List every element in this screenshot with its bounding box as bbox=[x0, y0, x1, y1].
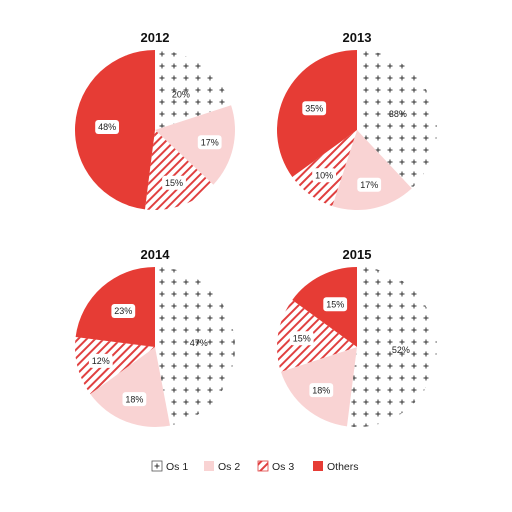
slice-label-text: 17% bbox=[360, 180, 378, 190]
slice-label-text: 52% bbox=[392, 345, 410, 355]
slice-label: 15% bbox=[289, 331, 314, 346]
label-background bbox=[357, 177, 382, 192]
slice-os2 bbox=[332, 130, 412, 210]
slice-os3 bbox=[292, 130, 357, 207]
slice-label: 23% bbox=[111, 304, 136, 318]
pie-2013: 2013 38% 17% 10% 35% bbox=[277, 30, 437, 210]
slice-label-text: 10% bbox=[315, 171, 333, 181]
slice-label-text: 18% bbox=[125, 394, 143, 404]
pies-layer: 2012 20% 17% 15% 48% 2013 38% 17% 10% 35% 2014 47% 1… bbox=[74, 30, 437, 427]
legend-swatch bbox=[257, 460, 269, 472]
slice-os3 bbox=[144, 130, 214, 211]
slice-label: 18% bbox=[122, 392, 147, 407]
slice-label: 48% bbox=[95, 120, 119, 134]
legend-swatch bbox=[204, 461, 214, 471]
legend-label: Others bbox=[327, 461, 359, 473]
slice-label-text: 15% bbox=[326, 299, 344, 309]
slice-label: 15% bbox=[162, 175, 186, 190]
pie-title: 2013 bbox=[343, 30, 372, 45]
slice-os1 bbox=[346, 267, 437, 427]
label-background bbox=[162, 175, 186, 190]
label-background bbox=[95, 120, 119, 134]
label-background bbox=[323, 297, 348, 312]
slice-os1 bbox=[155, 50, 232, 130]
slice-os2 bbox=[90, 347, 170, 427]
slice-label-text: 48% bbox=[98, 122, 116, 132]
legend-label: Os 3 bbox=[272, 461, 294, 473]
slice-label-text: 17% bbox=[201, 137, 219, 147]
slice-label: 18% bbox=[309, 383, 334, 398]
pie-2014: 2014 47% 18% 12% 23% bbox=[74, 247, 235, 427]
slice-label-text: 15% bbox=[165, 178, 183, 188]
slice-label: 17% bbox=[357, 177, 382, 192]
legend: Os 1 Os 2 Os 3 Others bbox=[151, 460, 359, 473]
pie-2012: 2012 20% 17% 15% 48% bbox=[74, 30, 235, 211]
slice-label: 20% bbox=[172, 90, 190, 100]
label-background bbox=[312, 168, 336, 183]
label-background bbox=[88, 353, 113, 368]
label-background bbox=[309, 383, 334, 398]
slice-label-text: 15% bbox=[293, 333, 311, 343]
slice-label: 35% bbox=[302, 101, 327, 116]
slice-label-text: 47% bbox=[190, 338, 208, 348]
label-background bbox=[111, 304, 136, 318]
slice-os3 bbox=[74, 336, 155, 395]
label-background bbox=[122, 392, 147, 407]
slice-label: 10% bbox=[312, 168, 336, 183]
pie-2015: 2015 52% 18% 15% 15% bbox=[277, 247, 437, 427]
slice-os3 bbox=[277, 299, 357, 372]
slice-label-text: 35% bbox=[305, 103, 323, 113]
slice-label-text: 20% bbox=[172, 90, 190, 100]
legend-item: Others bbox=[313, 461, 359, 473]
slice-label: 38% bbox=[389, 109, 407, 119]
pie-title: 2015 bbox=[343, 247, 372, 262]
slice-label-text: 12% bbox=[92, 356, 110, 366]
slice-os2 bbox=[155, 105, 235, 185]
legend-item: Os 3 bbox=[257, 460, 294, 473]
legend-label: Os 2 bbox=[218, 461, 240, 473]
slice-label: 15% bbox=[323, 297, 348, 312]
legend-item: Os 1 bbox=[151, 460, 188, 473]
label-background bbox=[289, 331, 314, 346]
pie-title: 2014 bbox=[141, 247, 171, 262]
slice-label-text: 38% bbox=[389, 109, 407, 119]
legend-swatch bbox=[313, 461, 323, 471]
label-background bbox=[197, 135, 222, 150]
slice-label: 12% bbox=[88, 353, 113, 368]
legend-label: Os 1 bbox=[166, 461, 188, 473]
legend-swatch bbox=[151, 460, 163, 472]
pie-title: 2012 bbox=[141, 30, 170, 45]
slice-os1 bbox=[155, 267, 235, 426]
legend-item: Os 2 bbox=[204, 461, 240, 473]
slice-label: 47% bbox=[190, 338, 208, 348]
slice-label-text: 18% bbox=[312, 385, 330, 395]
slice-label-text: 23% bbox=[114, 306, 132, 316]
label-background bbox=[302, 101, 327, 116]
slice-os1 bbox=[357, 50, 437, 189]
slice-label: 52% bbox=[392, 345, 410, 355]
slice-label: 17% bbox=[197, 135, 222, 150]
